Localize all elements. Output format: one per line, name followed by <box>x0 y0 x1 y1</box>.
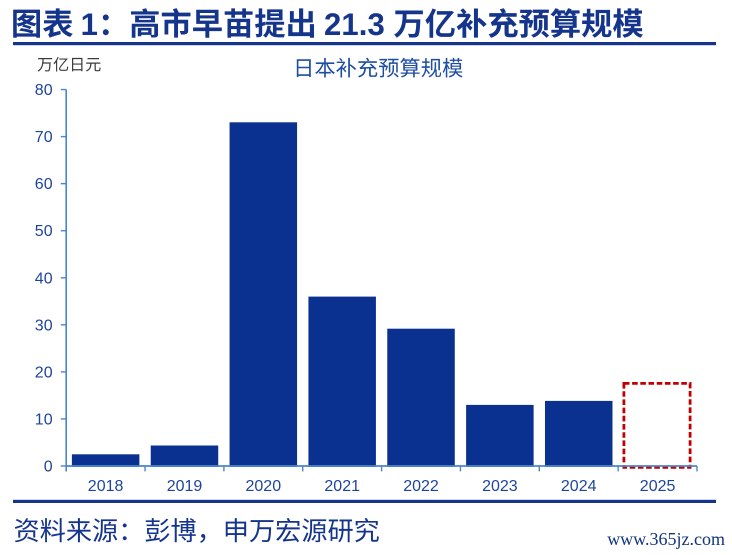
svg-text:2022: 2022 <box>403 478 439 495</box>
svg-text:10: 10 <box>35 411 53 428</box>
svg-text:30: 30 <box>35 317 53 334</box>
svg-text:www.365jz.com: www.365jz.com <box>607 529 725 549</box>
svg-text:2018: 2018 <box>88 478 124 495</box>
svg-text:2020: 2020 <box>246 478 282 495</box>
svg-text:2021: 2021 <box>324 478 360 495</box>
svg-text:50: 50 <box>35 223 53 240</box>
svg-text:20: 20 <box>35 364 53 381</box>
svg-text:80: 80 <box>35 82 53 99</box>
svg-text:60: 60 <box>35 176 53 193</box>
svg-text:2019: 2019 <box>167 478 203 495</box>
svg-text:2025: 2025 <box>640 478 676 495</box>
svg-text:40: 40 <box>35 270 53 287</box>
svg-text:0: 0 <box>44 459 53 476</box>
svg-text:70: 70 <box>35 129 53 146</box>
svg-text:2023: 2023 <box>482 478 518 495</box>
svg-text:2024: 2024 <box>561 478 597 495</box>
